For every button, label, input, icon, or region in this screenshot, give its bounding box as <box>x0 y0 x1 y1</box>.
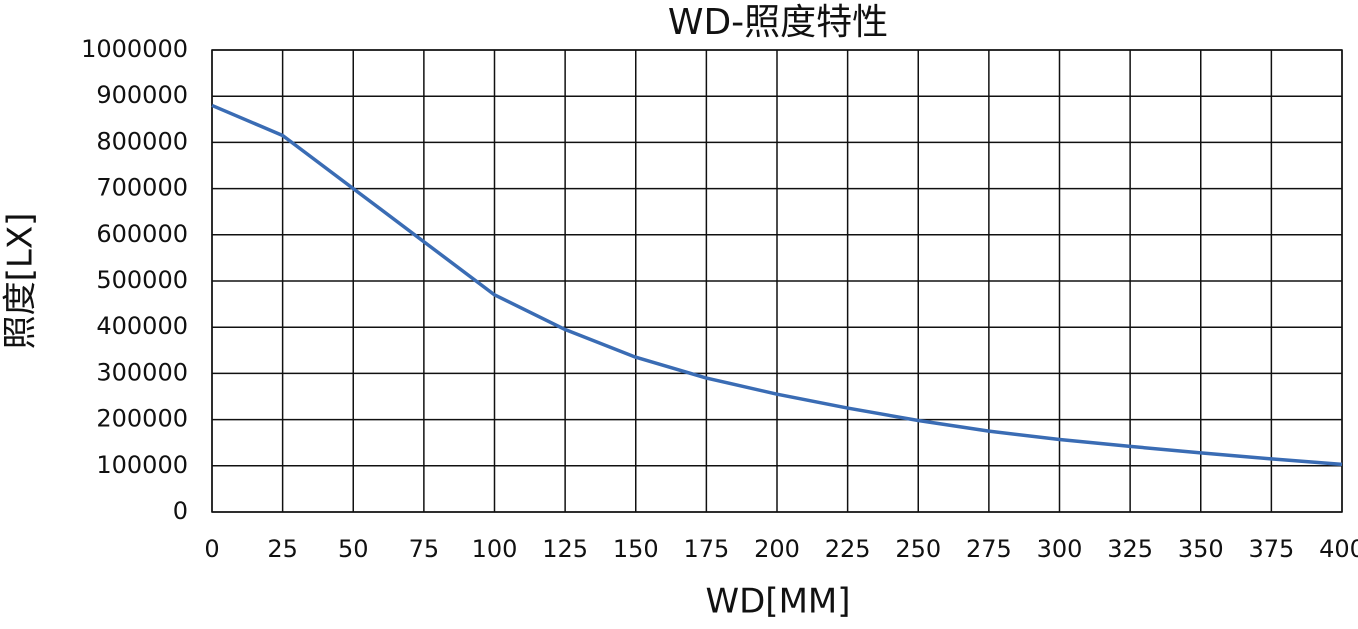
x-tick-label: 0 <box>204 535 219 563</box>
y-tick-label: 0 <box>173 497 188 525</box>
x-tick-label: 75 <box>409 535 440 563</box>
y-tick-label: 100000 <box>96 451 188 479</box>
y-tick-label: 300000 <box>96 358 188 386</box>
data-line <box>211 103 1343 467</box>
y-tick-label: 200000 <box>96 405 188 433</box>
x-tick-label: 325 <box>1107 535 1153 563</box>
y-tick-label: 1000000 <box>81 35 188 63</box>
x-tick-label: 125 <box>542 535 588 563</box>
x-tick-label: 175 <box>683 535 729 563</box>
y-tick-label: 600000 <box>96 220 188 248</box>
x-tick-label: 250 <box>895 535 941 563</box>
x-tick-label: 375 <box>1248 535 1294 563</box>
x-axis-label: WD[MM] <box>706 582 851 622</box>
x-tick-label: 50 <box>338 535 369 563</box>
x-tick-label: 25 <box>267 535 298 563</box>
chart-title: WD-照度特性 <box>668 2 888 43</box>
x-tick-label: 200 <box>754 535 800 563</box>
y-tick-label: 900000 <box>96 81 188 109</box>
x-tick-label: 300 <box>1037 535 1083 563</box>
x-tick-label: 150 <box>613 535 659 563</box>
y-tick-label: 400000 <box>96 312 188 340</box>
y-axis-label: 照度[LX] <box>1 213 41 350</box>
y-tick-label: 700000 <box>96 174 188 202</box>
x-tick-label: 275 <box>966 535 1012 563</box>
x-tick-label: 100 <box>472 535 518 563</box>
x-tick-label: 400 <box>1319 535 1358 563</box>
y-tick-label: 500000 <box>96 266 188 294</box>
x-tick-label: 225 <box>825 535 871 563</box>
x-tick-label: 350 <box>1178 535 1224 563</box>
y-tick-label: 800000 <box>96 127 188 155</box>
